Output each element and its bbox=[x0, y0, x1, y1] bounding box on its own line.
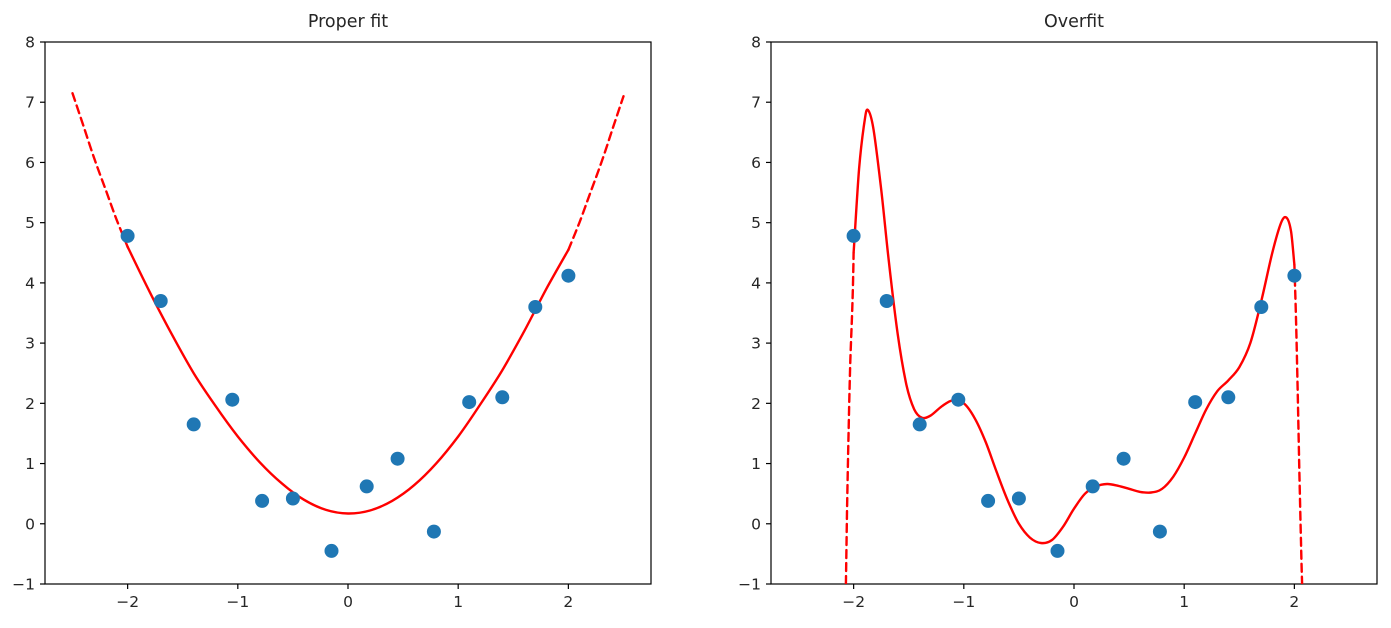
y-tick-label: 4 bbox=[25, 274, 35, 292]
data-point bbox=[950, 392, 965, 407]
y-tick-label: 5 bbox=[25, 214, 35, 232]
data-point bbox=[560, 268, 575, 283]
data-point bbox=[1187, 395, 1202, 410]
axes-frame bbox=[769, 41, 1378, 585]
data-point bbox=[153, 294, 168, 308]
data-point bbox=[912, 417, 927, 432]
y-tick-label: 7 bbox=[25, 94, 35, 112]
x-tick-label: 0 bbox=[1069, 593, 1079, 611]
x-tick-label: −1 bbox=[952, 593, 975, 611]
y-tick-label: 1 bbox=[751, 455, 761, 473]
proper-fit-canvas: −2 −1 0 1 2 −1 0 1 2 3 4 5 6 7 8 Proper fit bbox=[12, 12, 652, 611]
x-tick-label: −2 bbox=[842, 593, 865, 611]
y-tick-label: 6 bbox=[25, 154, 35, 172]
y-tick-label: 2 bbox=[751, 395, 761, 413]
x-tick-label: −2 bbox=[116, 593, 139, 611]
data-point bbox=[1116, 451, 1131, 466]
y-tick-label: 8 bbox=[751, 34, 761, 52]
fit-curve-dashed-right bbox=[1292, 263, 1303, 584]
data-point bbox=[390, 451, 405, 466]
x-tick-label: −1 bbox=[226, 593, 249, 611]
y-tick-label: 0 bbox=[751, 515, 761, 533]
axes-frame bbox=[43, 41, 652, 585]
plot-overfit: −2 −1 0 1 2 −1 0 1 2 3 4 5 6 7 8 Overfit bbox=[729, 6, 1389, 620]
data-point bbox=[1152, 524, 1167, 539]
y-tick-label: 3 bbox=[25, 335, 35, 353]
y-tick-label: 7 bbox=[751, 94, 761, 112]
data-point bbox=[254, 493, 269, 508]
data-point bbox=[120, 228, 135, 243]
y-tick-label: 1 bbox=[25, 455, 35, 473]
data-point bbox=[494, 390, 509, 405]
data-point bbox=[1286, 268, 1301, 283]
data-point bbox=[846, 228, 861, 243]
fit-curve-dashed-right bbox=[566, 95, 625, 251]
x-tick-label: 2 bbox=[563, 593, 573, 611]
data-point bbox=[1220, 390, 1235, 405]
data-point bbox=[527, 300, 542, 314]
y-tick-label: 3 bbox=[751, 335, 761, 353]
y-tick-label: 6 bbox=[751, 154, 761, 172]
data-point bbox=[224, 392, 239, 407]
plot-title: Overfit bbox=[1044, 12, 1104, 32]
data-point bbox=[879, 294, 894, 308]
data-point bbox=[186, 417, 201, 432]
overfit-canvas: −2 −1 0 1 2 −1 0 1 2 3 4 5 6 7 8 Overfit bbox=[738, 12, 1378, 611]
y-tick-label: 0 bbox=[25, 515, 35, 533]
y-tick-label: 2 bbox=[25, 395, 35, 413]
data-point bbox=[1253, 300, 1268, 314]
fit-curve-dashed-left bbox=[844, 251, 855, 584]
data-point bbox=[980, 493, 995, 508]
y-tick-label: 4 bbox=[751, 274, 761, 292]
plot-proper-fit: −2 −1 0 1 2 −1 0 1 2 3 4 5 6 7 8 Proper fit bbox=[3, 6, 663, 620]
data-point bbox=[1050, 543, 1064, 558]
data-point bbox=[1085, 479, 1100, 494]
x-tick-label: 1 bbox=[453, 593, 463, 611]
y-tick-label: −1 bbox=[12, 576, 35, 594]
fit-curve-solid bbox=[125, 245, 570, 515]
y-tick-label: 5 bbox=[751, 214, 761, 232]
data-point bbox=[285, 491, 300, 506]
data-point bbox=[359, 479, 374, 494]
y-tick-label: 8 bbox=[25, 34, 35, 52]
data-point bbox=[461, 395, 476, 410]
x-tick-label: 2 bbox=[1289, 593, 1299, 611]
x-tick-label: 1 bbox=[1179, 593, 1189, 611]
data-point bbox=[426, 524, 441, 539]
curve-layer bbox=[844, 108, 1303, 584]
x-tick-label: 0 bbox=[343, 593, 353, 611]
plot-title: Proper fit bbox=[307, 12, 387, 32]
fit-curve-dashed-left bbox=[70, 92, 129, 248]
fit-curve-solid bbox=[851, 108, 1296, 545]
data-point bbox=[1011, 491, 1026, 506]
data-point bbox=[324, 543, 338, 558]
y-tick-label: −1 bbox=[738, 576, 761, 594]
curve-layer bbox=[70, 92, 625, 515]
